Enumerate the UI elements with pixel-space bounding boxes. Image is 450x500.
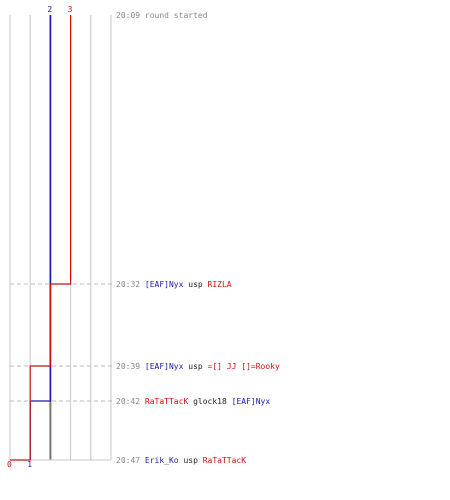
round-start-row: 20:09 round started: [116, 11, 208, 20]
event-killer: Erik_Ko: [145, 456, 179, 465]
event-row-1: 20:39 [EAF]Nyx usp =[] JJ []=Rooky: [116, 362, 280, 371]
event-guide-lines: [10, 283, 113, 402]
event-weapon: usp: [179, 456, 203, 465]
series-red-end-score: 0: [7, 460, 12, 469]
event-killer: [EAF]Nyx: [145, 280, 184, 289]
event-killer: RaTaTTacK: [145, 397, 189, 406]
round-start-time: 20:09: [116, 11, 145, 20]
event-labels: 20:09 round started 20:32 [EAF]Nyx usp RI…: [116, 11, 280, 465]
event-row-2: 20:42 RaTaTTacK glock18 [EAF]Nyx: [116, 397, 270, 406]
event-weapon: glock18: [188, 397, 231, 406]
event-time: 20:39: [116, 362, 145, 371]
series-red-line: [10, 15, 72, 461]
event-killer: [EAF]Nyx: [145, 362, 184, 371]
event-weapon: usp: [183, 280, 207, 289]
event-row-3: 20:47 Erik_Ko usp RaTaTTacK: [116, 456, 246, 465]
event-victim: RIZLA: [208, 280, 232, 289]
event-victim: RaTaTTacK: [203, 456, 247, 465]
series-blue-line: [29, 15, 52, 460]
round-start-text: round started: [145, 11, 208, 20]
series-blue-end-score: 1: [27, 460, 32, 469]
event-weapon: usp: [183, 362, 207, 371]
series-blue-start-score: 2: [47, 5, 52, 14]
event-time: 20:47: [116, 456, 145, 465]
event-row-0: 20:32 [EAF]Nyx usp RIZLA: [116, 280, 232, 289]
event-victim: =[] JJ []=Rooky: [208, 362, 280, 371]
series-lines: [10, 15, 72, 461]
event-time: 20:32: [116, 280, 145, 289]
series-red-start-score: 3: [68, 5, 73, 14]
grid: [9, 15, 112, 461]
event-victim: [EAF]Nyx: [232, 397, 271, 406]
event-time: 20:42: [116, 397, 145, 406]
score-labels: 2 1 3 0: [7, 5, 73, 469]
